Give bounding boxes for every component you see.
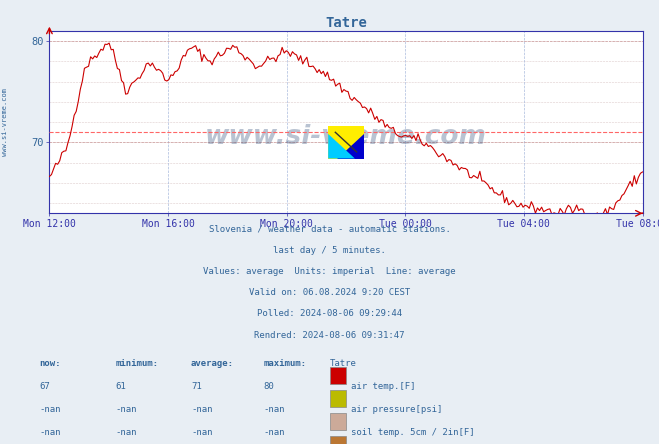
Text: air temp.[F]: air temp.[F] bbox=[351, 382, 416, 391]
Text: -nan: -nan bbox=[264, 428, 285, 437]
Text: 71: 71 bbox=[191, 382, 202, 391]
Text: Polled: 2024-08-06 09:29:44: Polled: 2024-08-06 09:29:44 bbox=[257, 309, 402, 318]
Text: Rendred: 2024-08-06 09:31:47: Rendred: 2024-08-06 09:31:47 bbox=[254, 331, 405, 340]
Text: -nan: -nan bbox=[191, 428, 213, 437]
Text: 61: 61 bbox=[115, 382, 126, 391]
Text: maximum:: maximum: bbox=[264, 359, 306, 368]
Text: -nan: -nan bbox=[115, 428, 137, 437]
Text: -nan: -nan bbox=[40, 428, 61, 437]
Text: www.si-vreme.com: www.si-vreme.com bbox=[205, 124, 487, 150]
Text: Valid on: 06.08.2024 9:20 CEST: Valid on: 06.08.2024 9:20 CEST bbox=[249, 288, 410, 297]
Text: -nan: -nan bbox=[40, 405, 61, 414]
Text: Values: average  Units: imperial  Line: average: Values: average Units: imperial Line: av… bbox=[203, 267, 456, 276]
Text: last day / 5 minutes.: last day / 5 minutes. bbox=[273, 246, 386, 254]
Text: www.si-vreme.com: www.si-vreme.com bbox=[2, 88, 9, 156]
Text: -nan: -nan bbox=[264, 405, 285, 414]
Text: now:: now: bbox=[40, 359, 61, 368]
Text: soil temp. 5cm / 2in[F]: soil temp. 5cm / 2in[F] bbox=[351, 428, 475, 437]
Polygon shape bbox=[328, 134, 355, 159]
Text: 80: 80 bbox=[264, 382, 274, 391]
Text: air pressure[psi]: air pressure[psi] bbox=[351, 405, 443, 414]
Text: 67: 67 bbox=[40, 382, 50, 391]
Title: Tatre: Tatre bbox=[325, 16, 367, 30]
Text: -nan: -nan bbox=[191, 405, 213, 414]
Text: -nan: -nan bbox=[115, 405, 137, 414]
Polygon shape bbox=[337, 134, 364, 159]
Text: average:: average: bbox=[191, 359, 234, 368]
Text: Slovenia / weather data - automatic stations.: Slovenia / weather data - automatic stat… bbox=[208, 224, 451, 233]
Text: minimum:: minimum: bbox=[115, 359, 158, 368]
Text: Tatre: Tatre bbox=[330, 359, 357, 368]
